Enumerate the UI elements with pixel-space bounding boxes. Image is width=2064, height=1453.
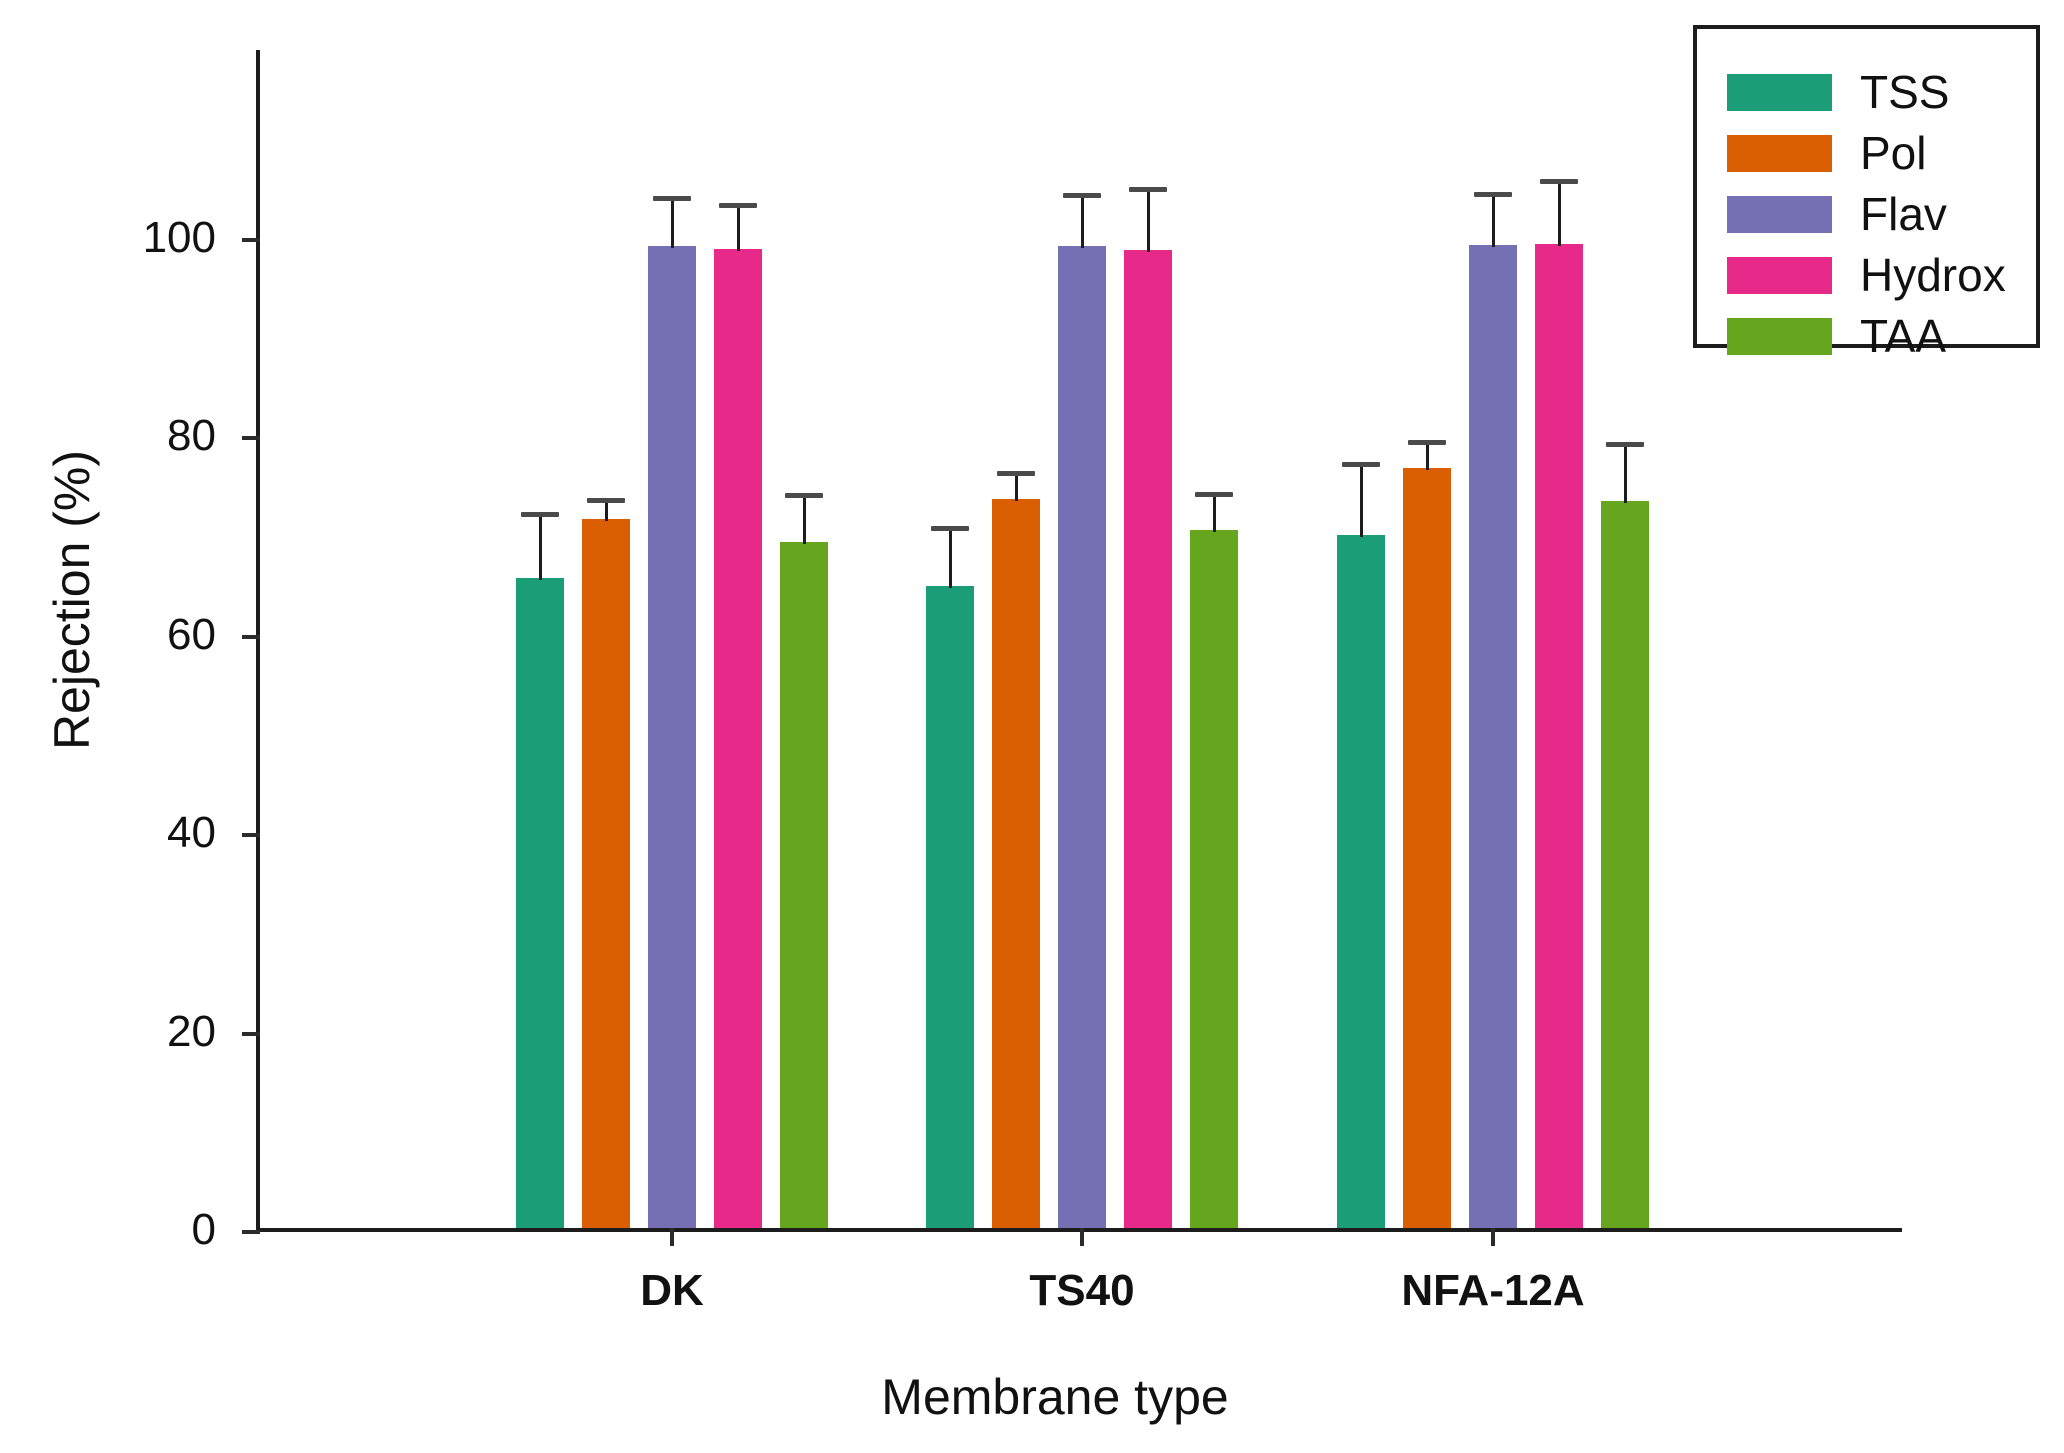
bar-taa-ts40 [1190,529,1238,1228]
y-tick [242,1230,260,1234]
legend-item-taa: TAA [1727,313,2036,359]
error-bar-cap [719,203,757,209]
y-tick-label: 100 [142,213,216,262]
legend: TSS Pol Flav Hydrox TAA [1693,25,2040,359]
legend-swatch-flav [1727,195,1832,233]
x-axis-title: Membrane type [881,1369,1229,1425]
y-axis-title: Rejection (%) [44,449,100,751]
y-tick-label: 40 [167,808,216,858]
bar-pol-nfa-12a [1403,468,1451,1228]
error-bar-cap [1606,442,1644,448]
error-bar-cap [1342,462,1380,468]
bar-flav-ts40 [1058,245,1106,1228]
error-bar-cap [931,525,969,531]
legend-label: TSS [1860,66,1950,118]
error-bar-stem [1359,465,1363,537]
legend-label: Hydrox [1860,249,2006,301]
error-bar-cap [1474,192,1512,198]
error-bar-cap [653,196,691,202]
y-tick [242,833,260,838]
x-tick [1491,1228,1495,1246]
bar-tss-ts40 [926,586,974,1228]
error-bar-stem [604,500,608,521]
category-label: NFA-12A [1401,1266,1585,1315]
y-tick [242,634,260,639]
bar-tss-dk [516,578,564,1228]
error-bar-stem [1146,190,1150,252]
plot-area: 0 20 40 60 80 100 DK TS40 NFA-12A [143,50,1902,1315]
bar-hydrox-dk [714,248,762,1228]
error-bar-stem [948,528,952,589]
error-bar-stem [1425,443,1429,471]
bar-taa-nfa-12a [1601,500,1649,1228]
error-bar-cap [1195,491,1233,497]
y-tick-label: 0 [191,1205,216,1254]
legend-swatch-hydrox [1727,256,1832,294]
y-tick [242,1031,260,1036]
y-tick [242,436,260,441]
error-bar-stem [1014,474,1018,501]
bar-taa-dk [780,541,828,1228]
bar-flav-dk [648,245,696,1228]
bar-flav-nfa-12a [1469,244,1517,1228]
error-bar-cap [587,497,625,503]
bar-hydrox-ts40 [1124,249,1172,1228]
error-bar-stem [1623,445,1627,503]
legend-swatch-tss [1727,73,1832,111]
bar-hydrox-nfa-12a [1535,243,1583,1228]
error-bar-cap [785,492,823,498]
legend-label: TAA [1860,310,1947,362]
y-tick-label: 60 [167,609,216,659]
error-bar-stem [736,206,740,251]
error-bar-stem [1491,195,1495,247]
error-bar-stem [1080,196,1084,248]
y-tick-label: 80 [167,411,216,461]
x-tick [670,1228,674,1246]
y-tick [242,238,260,242]
legend-item-pol: Pol [1727,130,2036,176]
error-bar-stem [538,514,542,581]
error-bar-stem [1212,494,1216,532]
error-bar-cap [521,511,559,517]
legend-item-flav: Flav [1727,191,2036,237]
legend-swatch-taa [1727,317,1832,355]
error-bar-stem [802,495,806,544]
legend-item-hydrox: Hydrox [1727,252,2036,298]
legend-label: Flav [1860,188,1947,240]
error-bar-cap [1129,187,1167,193]
bar-tss-nfa-12a [1337,534,1385,1228]
error-bar-stem [1557,182,1561,246]
category-label: DK [640,1266,704,1315]
bar-pol-ts40 [992,498,1040,1228]
legend-item-tss: TSS [1727,69,2036,115]
x-tick [1080,1228,1084,1246]
y-tick-label: 20 [167,1006,216,1056]
error-bar-cap [1540,179,1578,185]
legend-label: Pol [1860,127,1927,179]
error-bar-cap [1408,440,1446,446]
category-label: TS40 [1029,1266,1135,1315]
legend-swatch-pol [1727,134,1832,172]
bar-pol-dk [582,518,630,1228]
error-bar-cap [1063,193,1101,199]
error-bar-stem [670,199,674,248]
error-bar-cap [997,471,1035,477]
